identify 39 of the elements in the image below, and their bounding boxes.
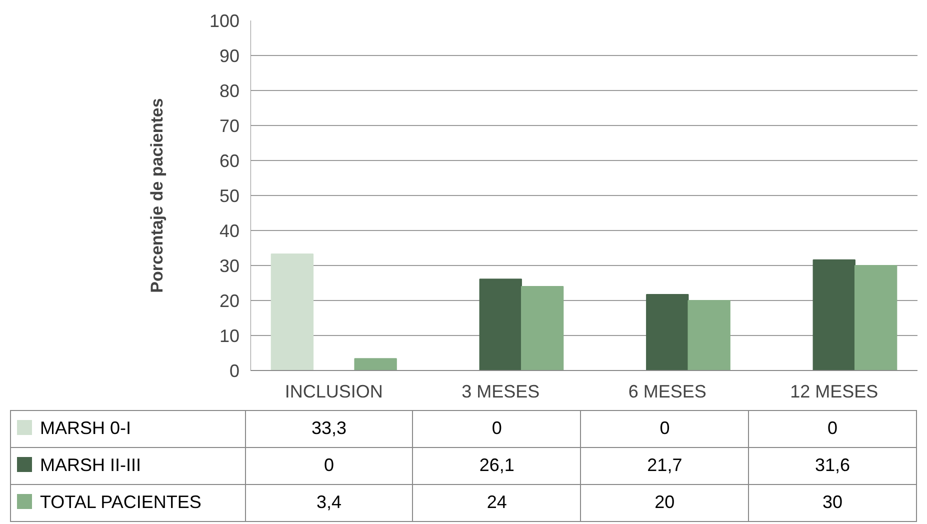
x-tick-label: 6 MESES <box>628 382 706 402</box>
bar <box>479 278 522 370</box>
bar <box>688 300 730 370</box>
y-tick-label: 90 <box>219 46 240 66</box>
y-tick-label: 20 <box>219 291 240 311</box>
bar <box>520 286 564 370</box>
y-tick-label: 60 <box>219 151 240 171</box>
data-label: 0 <box>245 448 413 484</box>
data-label: 20 <box>580 484 749 522</box>
bar <box>812 259 856 370</box>
data-label: 31,6 <box>748 448 916 484</box>
data-label: 26,1 <box>412 448 581 484</box>
y-tick-label: 100 <box>209 11 240 31</box>
bar <box>354 358 397 370</box>
x-tick-label: 12 MESES <box>790 382 878 402</box>
y-tick-label: 80 <box>219 81 240 101</box>
y-tick-label: 40 <box>219 221 240 241</box>
data-label: 0 <box>748 410 916 448</box>
data-label: 24 <box>412 484 581 522</box>
data-label: 33,3 <box>245 410 413 448</box>
bar <box>646 294 689 370</box>
y-tick-label: 10 <box>219 326 240 346</box>
bar <box>854 265 898 370</box>
y-tick-label: 50 <box>219 186 240 206</box>
data-label: 21,7 <box>580 448 749 484</box>
data-label: 0 <box>580 410 749 448</box>
y-tick-label: 30 <box>219 256 240 276</box>
y-tick-label: 70 <box>219 116 240 136</box>
x-tick-label: INCLUSION <box>284 382 383 402</box>
data-label: 0 <box>412 410 581 448</box>
bar <box>270 253 314 370</box>
x-tick-label: 3 MESES <box>462 382 540 402</box>
y-tick-label: 0 <box>229 361 240 381</box>
y-axis-title: Porcentaje de pacientes <box>147 98 166 293</box>
legend-label: TOTAL PACIENTES <box>10 484 246 522</box>
data-label: 30 <box>748 484 916 522</box>
legend-label: MARSH II-III <box>10 448 246 484</box>
legend-label: MARSH 0-I <box>10 410 246 448</box>
data-label: 3,4 <box>245 484 413 522</box>
